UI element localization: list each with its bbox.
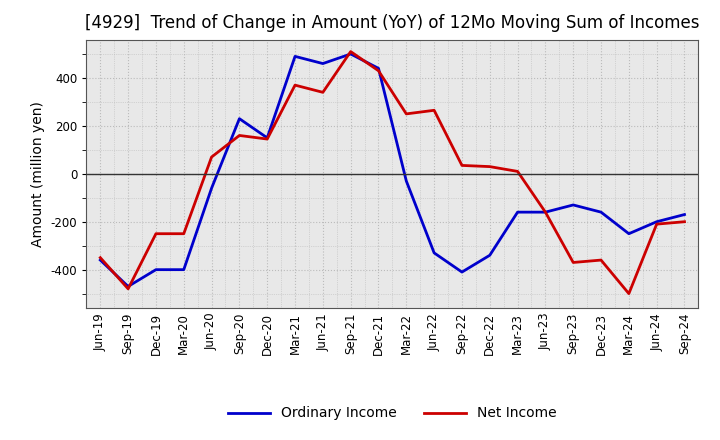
- Ordinary Income: [402, 178, 410, 183]
- Ordinary Income: [179, 267, 188, 272]
- Ordinary Income: [624, 231, 633, 236]
- Net Income: [291, 82, 300, 88]
- Ordinary Income: [458, 269, 467, 275]
- Net Income: [485, 164, 494, 169]
- Net Income: [458, 163, 467, 168]
- Ordinary Income: [96, 257, 104, 263]
- Line: Net Income: Net Income: [100, 51, 685, 293]
- Ordinary Income: [541, 209, 550, 215]
- Net Income: [318, 90, 327, 95]
- Net Income: [124, 286, 132, 291]
- Line: Ordinary Income: Ordinary Income: [100, 54, 685, 286]
- Net Income: [680, 219, 689, 224]
- Net Income: [430, 108, 438, 113]
- Net Income: [652, 221, 661, 227]
- Y-axis label: Amount (million yen): Amount (million yen): [31, 101, 45, 247]
- Net Income: [374, 68, 383, 73]
- Ordinary Income: [152, 267, 161, 272]
- Ordinary Income: [207, 186, 216, 191]
- Net Income: [207, 154, 216, 160]
- Ordinary Income: [291, 54, 300, 59]
- Ordinary Income: [346, 51, 355, 57]
- Net Income: [179, 231, 188, 236]
- Title: [4929]  Trend of Change in Amount (YoY) of 12Mo Moving Sum of Incomes: [4929] Trend of Change in Amount (YoY) o…: [85, 15, 700, 33]
- Net Income: [96, 255, 104, 260]
- Legend: Ordinary Income, Net Income: Ordinary Income, Net Income: [222, 401, 562, 426]
- Ordinary Income: [513, 209, 522, 215]
- Ordinary Income: [374, 66, 383, 71]
- Net Income: [263, 136, 271, 142]
- Ordinary Income: [485, 253, 494, 258]
- Net Income: [624, 291, 633, 296]
- Ordinary Income: [569, 202, 577, 208]
- Ordinary Income: [430, 250, 438, 256]
- Ordinary Income: [318, 61, 327, 66]
- Net Income: [235, 133, 243, 138]
- Ordinary Income: [597, 209, 606, 215]
- Net Income: [569, 260, 577, 265]
- Net Income: [541, 209, 550, 215]
- Net Income: [402, 111, 410, 117]
- Net Income: [597, 257, 606, 263]
- Ordinary Income: [680, 212, 689, 217]
- Ordinary Income: [263, 135, 271, 140]
- Net Income: [513, 169, 522, 174]
- Net Income: [346, 49, 355, 54]
- Ordinary Income: [652, 219, 661, 224]
- Ordinary Income: [124, 284, 132, 289]
- Ordinary Income: [235, 116, 243, 121]
- Net Income: [152, 231, 161, 236]
